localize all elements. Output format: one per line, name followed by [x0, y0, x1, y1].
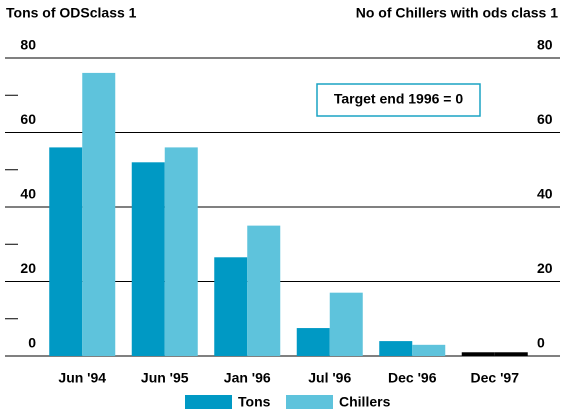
- x-tick-label: Jul '96: [308, 370, 351, 386]
- y-tick-label: 60: [20, 111, 36, 127]
- bar: [82, 72, 116, 357]
- annotation: Target end 1996 = 0: [334, 91, 464, 107]
- bar: [329, 292, 363, 356]
- bar: [164, 147, 198, 356]
- x-tick-label: Jan '96: [224, 370, 271, 386]
- legend-swatch: [185, 395, 232, 409]
- y2-axis-label: No of Chillers with ods class 1: [356, 5, 558, 21]
- bar: [247, 225, 281, 356]
- bar: [379, 341, 413, 356]
- legend-label: Chillers: [339, 394, 391, 410]
- y-tick-label: 0: [28, 335, 36, 351]
- legend-swatch: [286, 395, 333, 409]
- x-tick-label: Dec '96: [388, 370, 437, 386]
- bar: [412, 344, 446, 356]
- y-tick-label: 40: [20, 186, 36, 202]
- bar: [494, 352, 528, 356]
- legend-label: Tons: [238, 394, 271, 410]
- y2-tick-label: 20: [537, 260, 553, 276]
- y-axis-label: Tons of ODSclass 1: [6, 5, 137, 21]
- bar: [461, 352, 495, 356]
- y2-tick-label: 80: [537, 37, 553, 53]
- x-tick-label: Dec '97: [471, 370, 520, 386]
- y2-tick-label: 40: [537, 186, 553, 202]
- annotation-box: [316, 83, 481, 117]
- y-tick-label: 20: [20, 260, 36, 276]
- x-tick-label: Jun '94: [58, 370, 106, 386]
- x-tick-label: Jun '95: [141, 370, 189, 386]
- y-tick-label: 80: [20, 37, 36, 53]
- bar: [131, 162, 165, 356]
- bar: [296, 328, 330, 356]
- y2-tick-label: 0: [537, 335, 545, 351]
- bar: [49, 147, 83, 356]
- y2-tick-label: 60: [537, 111, 553, 127]
- bar: [214, 257, 248, 356]
